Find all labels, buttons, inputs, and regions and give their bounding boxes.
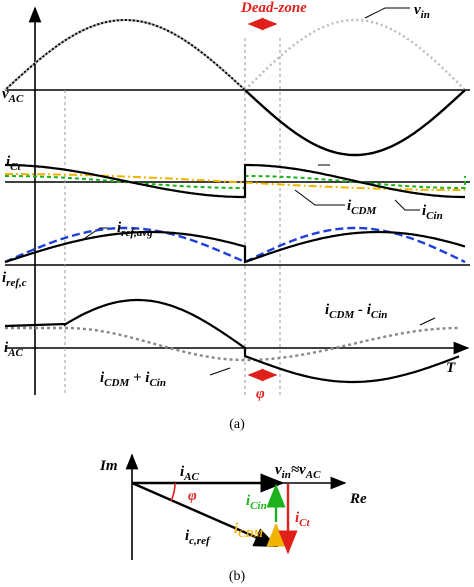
subscript: Cin — [371, 309, 388, 321]
subscript: ref,avg — [121, 227, 153, 239]
label: iref,c — [2, 270, 27, 289]
label: iAC — [180, 464, 200, 483]
subscript: CDM — [351, 205, 377, 217]
label-part: i — [6, 154, 11, 170]
waveform — [244, 89, 466, 157]
label-part: Re — [349, 491, 367, 507]
label: vAC — [2, 86, 24, 105]
label-part: ≈v — [291, 462, 306, 478]
subscript: AC — [7, 347, 23, 359]
subscript: in — [282, 469, 291, 481]
phasor — [131, 481, 279, 548]
label-part: Im — [99, 458, 118, 474]
subscript: CDM — [104, 377, 130, 389]
label: iCt — [295, 510, 311, 529]
label-part: v — [2, 86, 9, 102]
waveforms — [4, 6, 470, 395]
subscript: AC — [305, 469, 321, 481]
waveform — [4, 19, 246, 91]
label: φ — [188, 488, 197, 504]
subscript: Cin — [426, 210, 443, 222]
waveform — [5, 326, 459, 362]
label: ic,ref — [185, 528, 211, 547]
subscript: CDM — [238, 528, 264, 540]
caption: (b) — [229, 569, 246, 584]
label-part: v — [275, 462, 282, 478]
label: iref,avg — [117, 220, 153, 239]
angle-arc — [170, 482, 176, 502]
label: iCDM — [234, 521, 264, 540]
label: vin≈vAC — [275, 462, 321, 481]
subscript: Ct — [10, 161, 21, 173]
label: Im — [99, 458, 118, 474]
pointer — [209, 367, 231, 376]
label-part: φ — [256, 386, 265, 402]
label-part: i — [180, 464, 185, 480]
pointer — [294, 189, 345, 206]
waveform — [4, 298, 460, 384]
label: φ — [256, 386, 265, 402]
label-part: - i — [354, 302, 371, 318]
label-part: v — [414, 2, 421, 18]
subscript: AC — [183, 471, 199, 483]
label: iCin — [422, 203, 443, 222]
label-part: i — [2, 270, 7, 286]
pointer — [364, 7, 410, 19]
label: iCin — [246, 493, 267, 512]
label-part: φ — [188, 488, 197, 504]
subscript: Cin — [149, 377, 166, 389]
label-part: i — [4, 340, 9, 356]
label-part: i — [295, 510, 300, 526]
waveform — [5, 173, 465, 191]
waveform — [5, 163, 465, 199]
waveform — [4, 19, 246, 91]
waveform — [4, 230, 466, 264]
label-part: i — [422, 203, 427, 219]
label-part: i — [347, 198, 352, 214]
label: vin — [414, 2, 430, 21]
label: iCt — [6, 154, 22, 173]
subscript: in — [421, 9, 430, 21]
label-part: i — [100, 370, 105, 386]
label-part: i — [234, 521, 239, 537]
label: Dead-zone — [240, 0, 307, 16]
subscript: AC — [8, 93, 24, 105]
label-part: i — [325, 302, 330, 318]
pointer — [419, 317, 436, 326]
waveform — [5, 175, 466, 189]
subscript: Cin — [250, 500, 267, 512]
label-part: i — [185, 528, 190, 544]
caption: (a) — [229, 417, 245, 432]
label-part: + i — [129, 370, 150, 386]
label-part: i — [246, 493, 251, 509]
subscript: CDM — [329, 309, 355, 321]
label-part: Dead-zone — [240, 0, 307, 16]
label: iCDM — [347, 198, 377, 217]
pointer — [394, 199, 420, 211]
waveform — [244, 18, 466, 91]
subscript: c,ref — [189, 535, 211, 547]
label: iCDM - iCin — [325, 302, 387, 321]
label-part: T — [446, 360, 456, 376]
phasor-diagram — [125, 453, 347, 560]
label-part: i — [117, 220, 122, 236]
label: Re — [349, 491, 367, 507]
label: iAC — [4, 340, 24, 359]
label: iCDM + iCin — [100, 370, 166, 389]
subscript: ref,c — [6, 277, 27, 289]
label: T — [446, 360, 456, 376]
subscript: Ct — [299, 517, 310, 529]
